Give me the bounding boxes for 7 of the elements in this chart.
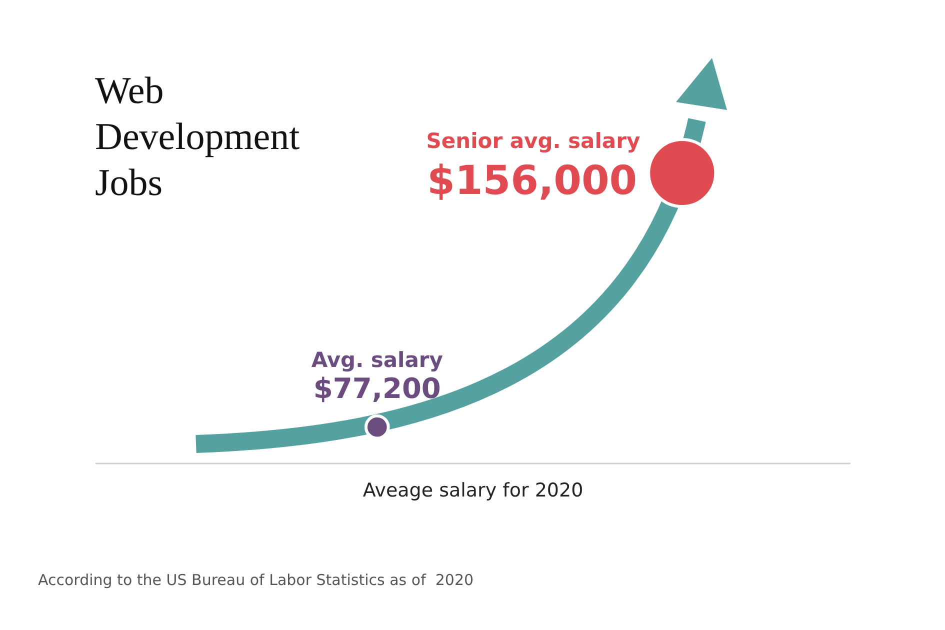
category-label: Avg. salary — [311, 348, 444, 372]
text: Aveage salary for 2020 — [362, 480, 584, 502]
data-label: $156,000 — [427, 158, 638, 204]
text: According to the US Bureau of Labor Statistics as of 2020 — [38, 571, 474, 589]
text: Web Development Jobs — [95, 69, 301, 206]
data-label: $77,200 — [313, 372, 441, 406]
category-label: Senior avg. salary — [426, 129, 640, 153]
